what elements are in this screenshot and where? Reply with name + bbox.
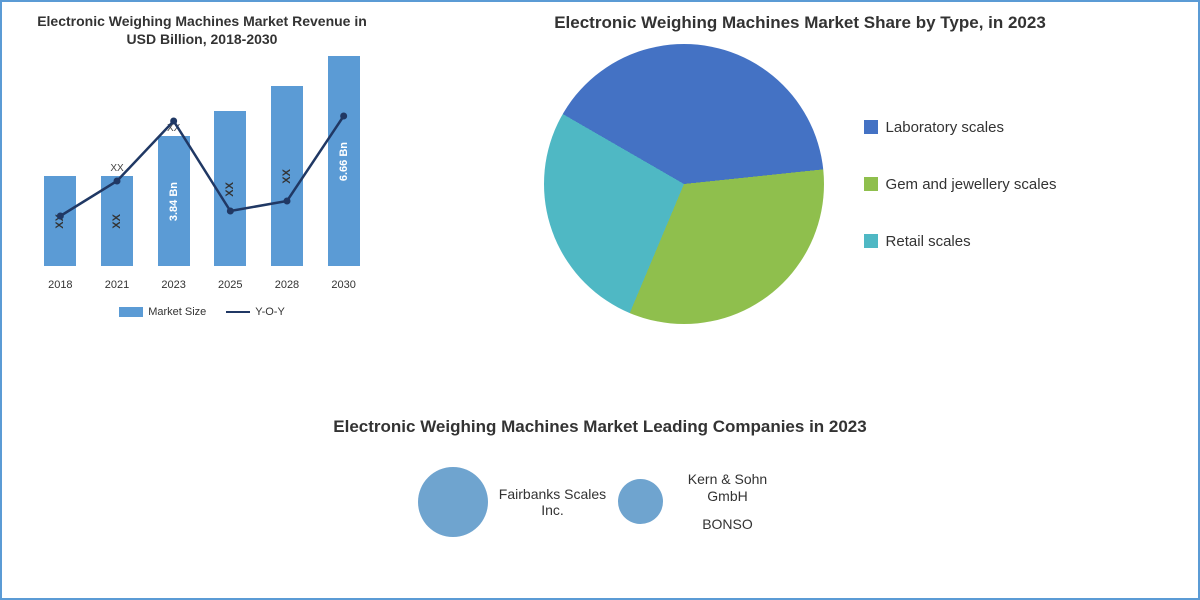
pie-legend-label: Gem and jewellery scales (886, 176, 1057, 193)
legend-label-1: Market Size (148, 306, 206, 318)
bar: XX (271, 86, 303, 266)
company-col-2: Kern & Sohn GmbH BONSO (673, 471, 783, 533)
companies-panel: Electronic Weighing Machines Market Lead… (2, 402, 1198, 537)
legend-label-2: Y-O-Y (255, 306, 285, 318)
bar: XX (214, 111, 246, 266)
pie-legend: Laboratory scales Gem and jewellery scale… (864, 119, 1057, 250)
company-label-2: Kern & Sohn GmbH (673, 471, 783, 505)
pie-legend-swatch (864, 120, 878, 134)
x-tick-label: 2025 (210, 279, 250, 291)
bubble-fairbanks (418, 467, 488, 537)
bar-chart-title: Electronic Weighing Machines Market Reve… (22, 12, 382, 48)
company-label-1: Fairbanks Scales Inc. (498, 486, 608, 518)
bubble-group-1: Fairbanks Scales Inc. (418, 467, 608, 537)
pie-chart-panel: Electronic Weighing Machines Market Shar… (402, 2, 1198, 402)
pie-legend-item: Laboratory scales (864, 119, 1057, 136)
pie-legend-item: Gem and jewellery scales (864, 176, 1057, 193)
pie-chart (544, 44, 824, 324)
bar-wrap: XX XX (97, 163, 137, 266)
legend-swatch-line (226, 311, 250, 313)
pie-legend-label: Laboratory scales (886, 119, 1004, 136)
legend-yoy: Y-O-Y (226, 306, 285, 318)
company-bubbles: Fairbanks Scales Inc. Kern & Sohn GmbH B… (2, 467, 1198, 537)
x-axis-labels: 2018 2021 2023 2025 2028 2030 (32, 279, 372, 291)
pie-legend-swatch (864, 177, 878, 191)
top-row: Electronic Weighing Machines Market Reve… (2, 2, 1198, 402)
bar-wrap: XX 3.84 Bn (154, 123, 194, 266)
bar-chart-legend: Market Size Y-O-Y (22, 306, 382, 318)
x-tick-label: 2030 (324, 279, 364, 291)
bar-value-label: 6.66 Bn (338, 142, 350, 181)
bar-wrap: XX (40, 174, 80, 266)
bar: 3.84 Bn (158, 136, 190, 266)
bar: XX (101, 176, 133, 266)
bar-value-label: XX (224, 182, 236, 197)
bar: 6.66 Bn (328, 56, 360, 266)
pie-body: Laboratory scales Gem and jewellery scale… (422, 44, 1178, 324)
bar-top-label: XX (167, 123, 180, 134)
bar: XX (44, 176, 76, 266)
legend-market-size: Market Size (119, 306, 206, 318)
bar-wrap: XX (267, 84, 307, 266)
x-tick-label: 2021 (97, 279, 137, 291)
bar-top-label: XX (110, 163, 123, 174)
bars-row: XX XX XX XX 3.84 Bn XX XX 6.66 Bn (32, 66, 372, 266)
x-tick-label: 2018 (40, 279, 80, 291)
legend-swatch-bar (119, 307, 143, 317)
companies-title: Electronic Weighing Machines Market Lead… (2, 417, 1198, 437)
company-label-3: BONSO (673, 516, 783, 533)
bar-plot-area: XXXXXXXX3.84 BnXXXX6.66 Bn 2018202120232… (32, 56, 372, 296)
bubble-group-2: Kern & Sohn GmbH BONSO (618, 471, 783, 533)
bar-wrap: 6.66 Bn (324, 54, 364, 266)
bar-wrap: XX (210, 109, 250, 266)
bar-chart-panel: Electronic Weighing Machines Market Reve… (2, 2, 402, 402)
bubble-kern (618, 479, 663, 524)
pie-legend-item: Retail scales (864, 233, 1057, 250)
x-tick-label: 2028 (267, 279, 307, 291)
pie-legend-swatch (864, 234, 878, 248)
bar-value-label: XX (281, 169, 293, 184)
pie-legend-label: Retail scales (886, 233, 971, 250)
x-tick-label: 2023 (154, 279, 194, 291)
bar-value-label: XX (111, 214, 123, 229)
bar-value-label: 3.84 Bn (168, 182, 180, 221)
bar-value-label: XX (54, 214, 66, 229)
pie-chart-title: Electronic Weighing Machines Market Shar… (422, 12, 1178, 34)
